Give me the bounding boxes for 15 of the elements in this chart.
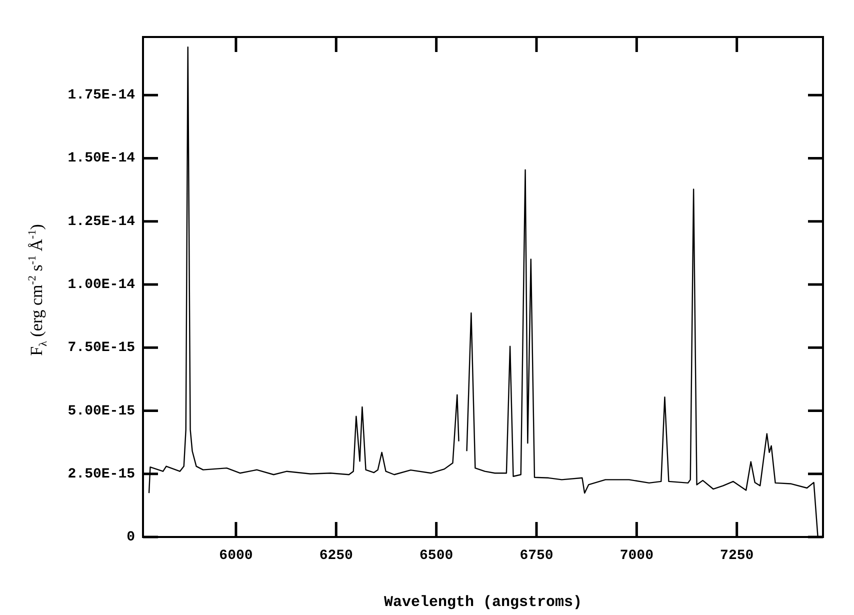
y-tick-label: 0: [126, 530, 135, 546]
x-tick-label: 6000: [219, 548, 253, 564]
y-tick-label: 7.50E-15: [68, 340, 135, 356]
y-tick-label: 1.50E-14: [68, 150, 135, 167]
x-tick-label: 6250: [319, 548, 353, 564]
y-tick-label: 1.75E-14: [68, 88, 135, 104]
x-tick-label: 6750: [520, 548, 554, 564]
x-tick-label: 7250: [720, 548, 754, 564]
x-tick-label: 7000: [620, 548, 654, 564]
y-tick-label: 1.00E-14: [68, 277, 135, 294]
x-tick-label: 6500: [420, 548, 454, 564]
x-axis-title: Wavelength (angstroms): [384, 594, 582, 611]
y-tick-label: 5.00E-15: [68, 403, 135, 420]
y-tick-label: 2.50E-15: [68, 466, 135, 482]
y-tick-label: 1.25E-14: [68, 214, 135, 230]
